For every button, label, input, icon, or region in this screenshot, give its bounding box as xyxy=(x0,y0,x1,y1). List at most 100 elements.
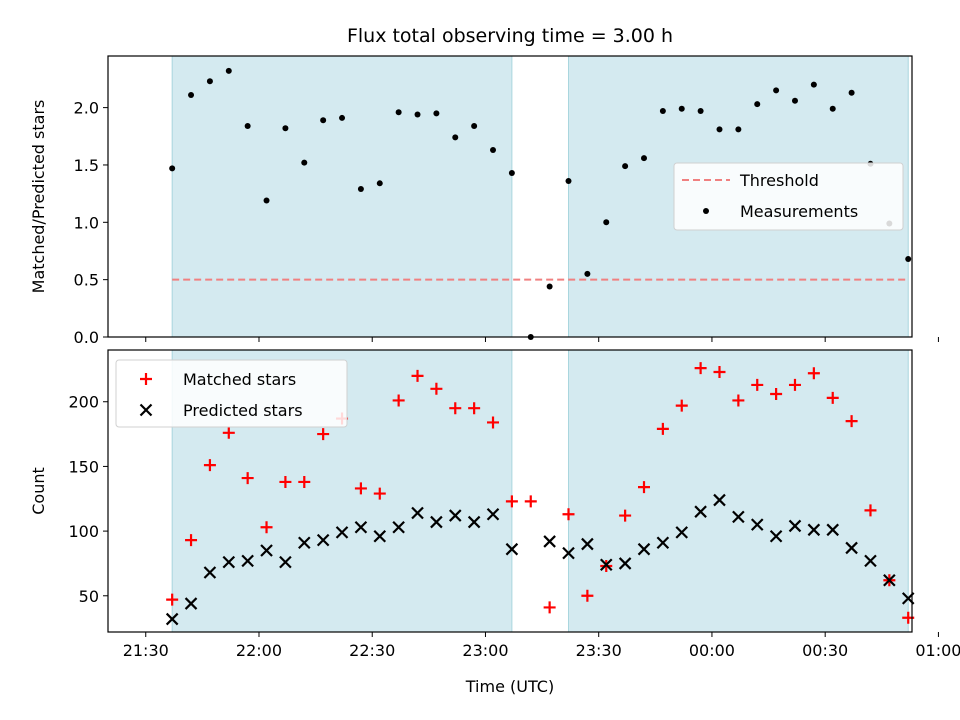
matched-star-point xyxy=(449,402,462,415)
matched-star-point xyxy=(826,391,839,404)
predicted-star-point xyxy=(599,558,613,572)
predicted-star-point xyxy=(562,546,575,560)
matched-star-point xyxy=(430,382,443,395)
measurement-point xyxy=(735,126,742,133)
panel-ratio-ytick-label: 0.0 xyxy=(74,328,99,347)
panel-counts-ytick-label: 100 xyxy=(68,522,99,541)
legend-predicted-label: Predicted stars xyxy=(183,401,303,420)
predicted-star-point xyxy=(864,554,877,568)
matched-star-point xyxy=(354,482,367,495)
measurement-point xyxy=(773,87,780,94)
matched-star-point xyxy=(298,475,311,488)
legend-ratio: Threshold Measurements xyxy=(673,162,904,231)
measurement-point xyxy=(433,110,440,117)
matched-star-point xyxy=(732,394,745,407)
predicted-star-point xyxy=(430,515,443,529)
predicted-star-point xyxy=(807,523,821,537)
predicted-star-point xyxy=(694,505,707,518)
predicted-star-point xyxy=(203,566,217,579)
predicted-star-point xyxy=(656,536,670,550)
matched-star-point xyxy=(185,534,198,547)
panel-ratio-ylabel: Matched/Predicted stars xyxy=(29,100,48,294)
panel-ratio-ytick-label: 1.0 xyxy=(74,213,99,232)
measurement-point xyxy=(188,91,195,98)
measurement-point xyxy=(829,105,836,112)
predicted-star-point xyxy=(392,520,405,534)
predicted-star-point xyxy=(750,518,764,531)
legend-box xyxy=(115,359,348,428)
legend-measurements-swatch xyxy=(703,208,709,214)
matched-star-point xyxy=(468,402,481,415)
measurement-point xyxy=(716,126,723,133)
matched-star-point xyxy=(279,475,292,488)
matched-star-point xyxy=(788,378,801,391)
panel-counts-ytick-label: 50 xyxy=(79,587,99,606)
predicted-star-point xyxy=(354,520,368,534)
predicted-star-point xyxy=(883,573,896,587)
x-tick-label: 23:00 xyxy=(462,641,508,660)
panel-counts-ytick-label: 200 xyxy=(68,393,99,412)
predicted-star-point xyxy=(826,523,840,537)
predicted-star-point xyxy=(279,555,292,569)
predicted-star-point xyxy=(222,555,236,569)
measurement-point xyxy=(471,122,478,129)
matched-star-point xyxy=(487,416,500,429)
measurement-point xyxy=(905,256,912,263)
predicted-star-point xyxy=(373,529,387,543)
panel-ratio-shaded-interval xyxy=(171,55,513,338)
matched-star-point xyxy=(166,593,179,606)
chart-title: Flux total observing time = 3.00 h xyxy=(347,25,673,47)
measurement-point xyxy=(395,109,402,116)
matched-star-point xyxy=(713,365,726,378)
measurement-point xyxy=(622,163,629,170)
matched-star-point xyxy=(619,509,632,522)
measurement-point xyxy=(565,178,572,185)
matched-star-point xyxy=(411,369,424,382)
measurement-point xyxy=(490,147,497,154)
matched-star-point xyxy=(581,589,594,602)
panel-counts-frame xyxy=(107,349,913,633)
measurement-point xyxy=(301,159,308,166)
measurement-point xyxy=(339,114,346,121)
measurement-point xyxy=(263,197,270,204)
x-tick-label: 01:00 xyxy=(915,641,960,660)
measurement-point xyxy=(810,81,817,88)
matched-star-point xyxy=(317,428,330,441)
panel-ratio-ytick-label: 2.0 xyxy=(74,99,99,118)
legend-box xyxy=(673,162,904,231)
measurement-point xyxy=(791,97,798,104)
predicted-star-point xyxy=(241,554,254,568)
matched-star-point xyxy=(392,394,405,407)
matched-star-point xyxy=(638,481,650,494)
measurement-point xyxy=(282,125,289,132)
predicted-star-point xyxy=(581,537,594,551)
predicted-star-point xyxy=(184,597,198,610)
legend-counts: Matched stars Predicted stars xyxy=(115,359,348,428)
measurement-point xyxy=(659,108,666,115)
measurement-point xyxy=(678,105,685,112)
measurement-point xyxy=(414,111,421,118)
predicted-star-point xyxy=(769,529,783,543)
predicted-star-point xyxy=(732,510,745,524)
panel-counts-ylabel: Count xyxy=(29,467,48,515)
matched-star-point xyxy=(694,362,707,375)
matched-star-point xyxy=(770,387,783,400)
legend-matched-label: Matched stars xyxy=(183,370,296,389)
panel-ratio-ytick-label: 0.5 xyxy=(74,271,99,290)
predicted-star-point xyxy=(316,533,330,547)
matched-star-point xyxy=(260,521,273,534)
predicted-star-point xyxy=(713,493,726,507)
predicted-star-point xyxy=(845,541,858,555)
predicted-star-point xyxy=(165,612,179,626)
measurement-point xyxy=(603,219,610,226)
matched-star-point xyxy=(656,422,669,435)
measurement-point xyxy=(206,78,213,85)
measurement-point xyxy=(848,89,855,96)
panel-ratio-ytick-label: 1.5 xyxy=(74,156,99,175)
predicted-star-point xyxy=(543,535,556,548)
predicted-star-point xyxy=(675,526,689,539)
legend-predicted-swatch xyxy=(139,403,153,417)
measurement-point xyxy=(584,270,591,277)
panel-counts: Count 50 100 150 200 21:30 22:00 22:30 23:00 23:… xyxy=(29,349,960,660)
